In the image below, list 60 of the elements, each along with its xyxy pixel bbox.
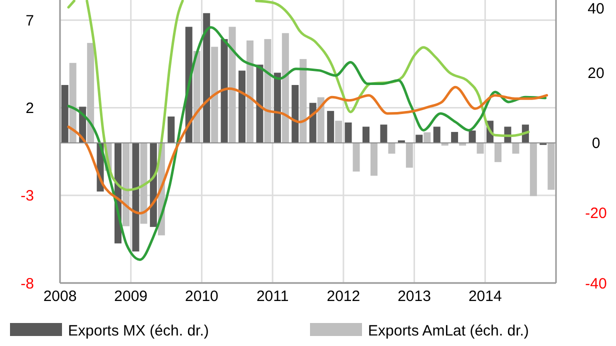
bar bbox=[69, 62, 76, 143]
y2-tick-label: 20 bbox=[588, 64, 604, 82]
bar bbox=[61, 84, 68, 143]
bar bbox=[406, 142, 413, 168]
bar bbox=[122, 142, 130, 226]
x-tick-label: 2009 bbox=[114, 288, 148, 305]
bar bbox=[238, 70, 246, 143]
bar bbox=[327, 110, 334, 143]
bar bbox=[168, 116, 175, 143]
bar bbox=[344, 122, 352, 143]
line-series bbox=[67, 86, 548, 215]
bar bbox=[468, 130, 476, 143]
bar bbox=[317, 97, 324, 143]
y-tick-label: -8 bbox=[20, 275, 34, 292]
bar bbox=[256, 64, 264, 143]
bar bbox=[203, 13, 210, 143]
y-tick-label: 7 bbox=[26, 12, 34, 30]
bar bbox=[530, 142, 537, 196]
x-tick-label: 2010 bbox=[185, 288, 218, 305]
bar bbox=[380, 124, 388, 143]
bar bbox=[548, 142, 555, 190]
bar bbox=[87, 42, 94, 143]
y2-tick-label: 40 bbox=[588, 0, 604, 18]
bar bbox=[292, 84, 299, 143]
x-tick-label: 2008 bbox=[43, 288, 77, 305]
bar bbox=[424, 132, 431, 143]
y2-tick-label: -40 bbox=[585, 275, 607, 292]
legend-label: Exports MX (éch. dr.) bbox=[68, 322, 209, 340]
bar bbox=[140, 142, 148, 224]
y-tick-label: -3 bbox=[20, 188, 34, 205]
bar bbox=[370, 142, 378, 176]
bar bbox=[211, 46, 218, 143]
x-tick-label: 2011 bbox=[256, 288, 289, 305]
bar bbox=[335, 120, 342, 143]
bar bbox=[246, 40, 254, 143]
bar bbox=[476, 142, 484, 154]
x-tick-label: 2012 bbox=[326, 288, 360, 305]
y2-tick-label: 0 bbox=[592, 135, 600, 152]
y-tick-label: 2 bbox=[26, 100, 34, 118]
bar bbox=[494, 142, 502, 162]
bar bbox=[512, 142, 520, 154]
bar bbox=[388, 142, 396, 154]
bar bbox=[264, 39, 272, 143]
x-tick-label: 2013 bbox=[398, 288, 431, 305]
x-tick-label: 2014 bbox=[468, 288, 502, 305]
line-series bbox=[67, 26, 547, 261]
bar bbox=[282, 33, 289, 143]
bar bbox=[220, 39, 228, 143]
bar bbox=[132, 142, 140, 252]
legend-label: Exports AmLat (éch. dr.) bbox=[368, 322, 529, 340]
bar bbox=[300, 59, 307, 143]
bar bbox=[451, 132, 458, 143]
bar bbox=[228, 26, 236, 143]
bar bbox=[274, 72, 281, 143]
y2-tick-label: -20 bbox=[585, 205, 607, 222]
bar bbox=[352, 142, 360, 172]
bar bbox=[309, 102, 316, 143]
bar bbox=[416, 134, 423, 143]
bar bbox=[362, 126, 370, 143]
bar bbox=[433, 126, 440, 143]
